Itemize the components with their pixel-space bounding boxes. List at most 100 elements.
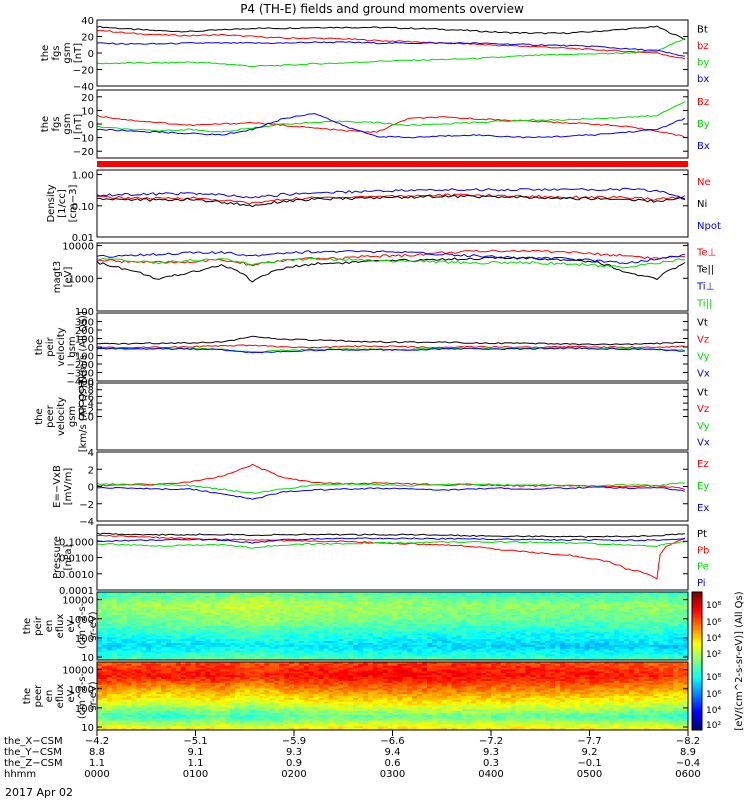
heatmap-cell xyxy=(215,610,221,614)
heatmap-cell xyxy=(387,641,393,644)
heatmap-cell xyxy=(190,607,196,610)
heatmap-cell xyxy=(466,620,472,623)
heatmap-cell xyxy=(274,641,280,644)
heatmap-cell xyxy=(461,665,467,669)
heatmap-cell xyxy=(648,646,654,650)
heatmap-cell xyxy=(633,641,640,644)
heatmap-cell xyxy=(407,667,413,670)
heatmap-cell xyxy=(215,597,221,600)
legend-Ey: Ey xyxy=(697,481,709,492)
heatmap-cell xyxy=(165,601,172,604)
heatmap-cell xyxy=(619,624,625,627)
heatmap-cell xyxy=(298,662,305,665)
heatmap-cell xyxy=(220,646,226,650)
heatmap-cell xyxy=(215,609,221,612)
heatmap-cell xyxy=(146,641,152,644)
heatmap-cell xyxy=(569,614,576,617)
heatmap-cell xyxy=(564,662,571,665)
heatmap-cell xyxy=(269,665,275,669)
heatmap-cell xyxy=(318,631,324,634)
heatmap-cell xyxy=(495,641,502,644)
heatmap-cell xyxy=(151,658,157,661)
heatmap-cell xyxy=(495,627,502,631)
heatmap-cell xyxy=(259,627,265,631)
heatmap-cell xyxy=(353,643,359,646)
heatmap-cell xyxy=(116,618,123,621)
heatmap-cell xyxy=(678,620,684,623)
heatmap-cell xyxy=(372,599,379,602)
heatmap-cell xyxy=(229,620,236,623)
heatmap-cell xyxy=(525,656,531,659)
heatmap-cell xyxy=(638,614,645,617)
heatmap-cell xyxy=(229,667,236,670)
heatmap-cell xyxy=(614,610,620,614)
heatmap-cell xyxy=(505,631,512,634)
heatmap-cell xyxy=(495,643,502,646)
heatmap-cell xyxy=(594,626,600,629)
trace-Ex xyxy=(96,486,686,500)
heatmap-cell xyxy=(495,601,502,604)
heatmap-cell xyxy=(599,643,605,646)
heatmap-cell xyxy=(244,650,251,653)
heatmap-cell xyxy=(116,631,123,634)
heatmap-cell xyxy=(239,612,246,616)
heatmap-cell xyxy=(559,624,566,627)
heatmap-cell xyxy=(323,610,329,614)
heatmap-cell xyxy=(525,603,531,606)
heatmap-cell xyxy=(476,599,482,602)
heatmap-cell xyxy=(491,626,497,629)
heatmap-cell xyxy=(97,627,103,631)
y-tick-label: 0.10 xyxy=(72,202,94,213)
heatmap-cell xyxy=(170,610,177,614)
heatmap-cell xyxy=(131,658,137,661)
heatmap-cell xyxy=(673,637,679,640)
heatmap-cell xyxy=(323,658,329,661)
heatmap-cell xyxy=(382,597,388,600)
heatmap-cell xyxy=(234,641,241,644)
heatmap-cell xyxy=(126,654,132,657)
heatmap-cell xyxy=(279,641,285,644)
heatmap-cell xyxy=(308,635,315,638)
heatmap-cell xyxy=(274,614,280,617)
heatmap-cell xyxy=(653,595,659,599)
legend-Te⊥: Te⊥ xyxy=(696,248,716,259)
heatmap-cell xyxy=(525,592,531,595)
heatmap-cell xyxy=(101,601,108,604)
heatmap-cell xyxy=(623,603,630,606)
heatmap-cell xyxy=(491,643,497,646)
heatmap-cell xyxy=(180,626,187,629)
heatmap-cell xyxy=(668,629,674,633)
heatmap-cell xyxy=(525,620,531,623)
heatmap-cell xyxy=(491,641,497,644)
heatmap-cell xyxy=(431,592,438,595)
heatmap-cell xyxy=(491,597,497,600)
heatmap-cell xyxy=(225,622,231,625)
heatmap-cell xyxy=(338,627,344,631)
heatmap-cell xyxy=(106,648,113,651)
heatmap-cell xyxy=(500,597,507,600)
heatmap-cell xyxy=(604,593,610,597)
heatmap-cell xyxy=(540,597,546,600)
heatmap-cell xyxy=(195,648,201,651)
heatmap-cell xyxy=(362,599,369,602)
heatmap-cell xyxy=(195,635,201,638)
trace-Te⊥ xyxy=(96,249,685,267)
heatmap-cell xyxy=(362,592,369,595)
heatmap-cell xyxy=(175,652,182,655)
heatmap-cell xyxy=(264,593,270,597)
heatmap-cell xyxy=(249,599,255,602)
heatmap-cell xyxy=(367,635,374,638)
heatmap-cell xyxy=(111,652,118,655)
heatmap-cell xyxy=(116,646,123,650)
heatmap-cell xyxy=(303,607,310,610)
heatmap-cell xyxy=(609,650,615,653)
heatmap-cell xyxy=(451,663,457,667)
heatmap-cell xyxy=(279,595,285,599)
heatmap-cell xyxy=(476,627,482,631)
heatmap-cell xyxy=(436,593,443,597)
heatmap-cell xyxy=(106,624,113,627)
heatmap-cell xyxy=(678,633,684,636)
heatmap-cell xyxy=(249,639,255,642)
heatmap-cell xyxy=(515,658,521,661)
heatmap-cell xyxy=(141,622,147,625)
